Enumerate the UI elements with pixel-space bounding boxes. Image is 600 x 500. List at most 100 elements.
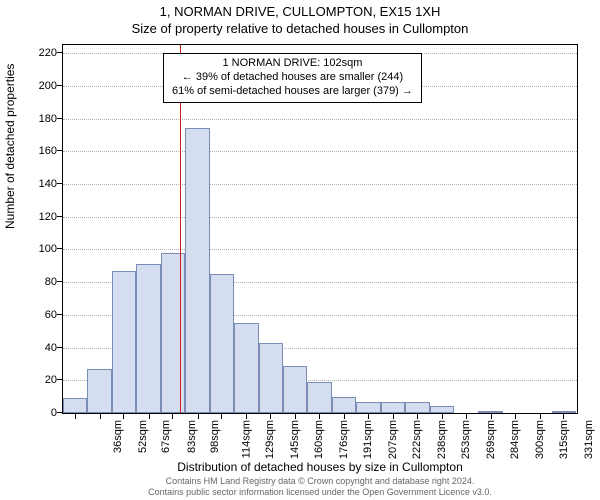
- grid-line: [63, 119, 577, 120]
- x-tick-label: 222sqm: [411, 420, 423, 459]
- chart-plot-area: 1 NORMAN DRIVE: 102sqm ← 39% of detached …: [62, 44, 578, 414]
- histogram-bar: [283, 366, 307, 413]
- x-tick-label: 253sqm: [460, 420, 472, 459]
- x-tick-mark: [100, 414, 101, 419]
- x-tick-mark: [246, 414, 247, 419]
- title-main: 1, NORMAN DRIVE, CULLOMPTON, EX15 1XH: [0, 4, 600, 19]
- x-tick-label: 191sqm: [362, 420, 374, 459]
- x-tick-mark: [417, 414, 418, 419]
- histogram-bar: [332, 397, 356, 413]
- histogram-bar: [356, 402, 380, 413]
- x-tick-mark: [368, 414, 369, 419]
- y-tick-mark: [57, 347, 62, 348]
- histogram-bar: [234, 323, 258, 413]
- x-tick-label: 238sqm: [436, 420, 448, 459]
- x-tick-mark: [221, 414, 222, 419]
- x-tick-mark: [393, 414, 394, 419]
- histogram-bar: [552, 411, 576, 413]
- x-tick-label: 315sqm: [558, 420, 570, 459]
- grid-line: [63, 249, 577, 250]
- y-tick-mark: [57, 118, 62, 119]
- footnote-line1: Contains HM Land Registry data © Crown c…: [166, 476, 475, 486]
- y-tick-label: 40: [17, 342, 57, 354]
- footnote-line2: Contains public sector information licen…: [148, 487, 492, 497]
- y-tick-label: 120: [17, 211, 57, 223]
- histogram-bar: [136, 264, 160, 413]
- y-tick-mark: [57, 248, 62, 249]
- grid-line: [63, 151, 577, 152]
- histogram-bar: [112, 271, 136, 413]
- x-tick-mark: [466, 414, 467, 419]
- x-tick-mark: [198, 414, 199, 419]
- y-tick-label: 60: [17, 309, 57, 321]
- y-tick-label: 0: [17, 407, 57, 419]
- x-tick-label: 300sqm: [534, 420, 546, 459]
- grid-line: [63, 217, 577, 218]
- y-tick-label: 80: [17, 276, 57, 288]
- x-tick-mark: [149, 414, 150, 419]
- y-tick-mark: [57, 216, 62, 217]
- x-tick-mark: [75, 414, 76, 419]
- y-tick-label: 140: [17, 178, 57, 190]
- x-tick-label: 98sqm: [209, 420, 221, 453]
- annot-line2: ← 39% of detached houses are smaller (24…: [182, 71, 403, 83]
- x-tick-label: 284sqm: [509, 420, 521, 459]
- x-tick-label: 52sqm: [137, 420, 149, 453]
- x-tick-mark: [563, 414, 564, 419]
- y-tick-mark: [57, 379, 62, 380]
- y-tick-label: 20: [17, 374, 57, 386]
- y-axis-title: Number of detached properties: [3, 64, 17, 229]
- histogram-bar: [63, 398, 87, 413]
- y-tick-label: 180: [17, 113, 57, 125]
- y-tick-mark: [57, 52, 62, 53]
- y-tick-label: 220: [17, 47, 57, 59]
- histogram-bar: [478, 411, 502, 413]
- x-tick-label: 114sqm: [240, 420, 252, 458]
- y-tick-mark: [57, 150, 62, 151]
- y-tick-label: 100: [17, 243, 57, 255]
- histogram-bar: [210, 274, 234, 413]
- y-tick-mark: [57, 85, 62, 86]
- title-sub: Size of property relative to detached ho…: [0, 21, 600, 36]
- annotation-box: 1 NORMAN DRIVE: 102sqm ← 39% of detached …: [163, 53, 422, 103]
- histogram-bar: [161, 253, 185, 413]
- y-tick-mark: [57, 412, 62, 413]
- x-tick-label: 36sqm: [112, 420, 124, 453]
- x-tick-label: 145sqm: [290, 420, 302, 459]
- x-tick-mark: [540, 414, 541, 419]
- x-tick-mark: [491, 414, 492, 419]
- x-tick-mark: [442, 414, 443, 419]
- histogram-bar: [381, 402, 405, 413]
- y-tick-mark: [57, 183, 62, 184]
- y-tick-label: 200: [17, 80, 57, 92]
- x-tick-label: 207sqm: [387, 420, 399, 459]
- x-tick-mark: [123, 414, 124, 419]
- x-tick-mark: [270, 414, 271, 419]
- histogram-bar: [430, 406, 454, 413]
- annot-line1: 1 NORMAN DRIVE: 102sqm: [222, 57, 362, 69]
- x-tick-mark: [295, 414, 296, 419]
- x-tick-mark: [515, 414, 516, 419]
- x-tick-label: 83sqm: [186, 420, 198, 453]
- y-tick-label: 160: [17, 145, 57, 157]
- x-tick-label: 129sqm: [264, 420, 276, 459]
- y-tick-mark: [57, 281, 62, 282]
- x-tick-label: 331sqm: [583, 420, 595, 459]
- histogram-bar: [87, 369, 111, 413]
- x-tick-label: 160sqm: [313, 420, 325, 459]
- x-tick-label: 269sqm: [485, 420, 497, 459]
- x-tick-mark: [319, 414, 320, 419]
- footnote: Contains HM Land Registry data © Crown c…: [62, 476, 578, 497]
- x-tick-label: 176sqm: [338, 420, 350, 459]
- histogram-bar: [259, 343, 283, 413]
- x-axis-title: Distribution of detached houses by size …: [62, 460, 578, 474]
- chart-container: 1, NORMAN DRIVE, CULLOMPTON, EX15 1XH Si…: [0, 0, 600, 500]
- histogram-bar: [185, 128, 209, 413]
- annot-line3: 61% of semi-detached houses are larger (…: [172, 85, 413, 97]
- grid-line: [63, 184, 577, 185]
- histogram-bar: [307, 382, 331, 413]
- x-tick-label: 67sqm: [161, 420, 173, 453]
- histogram-bar: [405, 402, 429, 413]
- x-tick-mark: [344, 414, 345, 419]
- y-tick-mark: [57, 314, 62, 315]
